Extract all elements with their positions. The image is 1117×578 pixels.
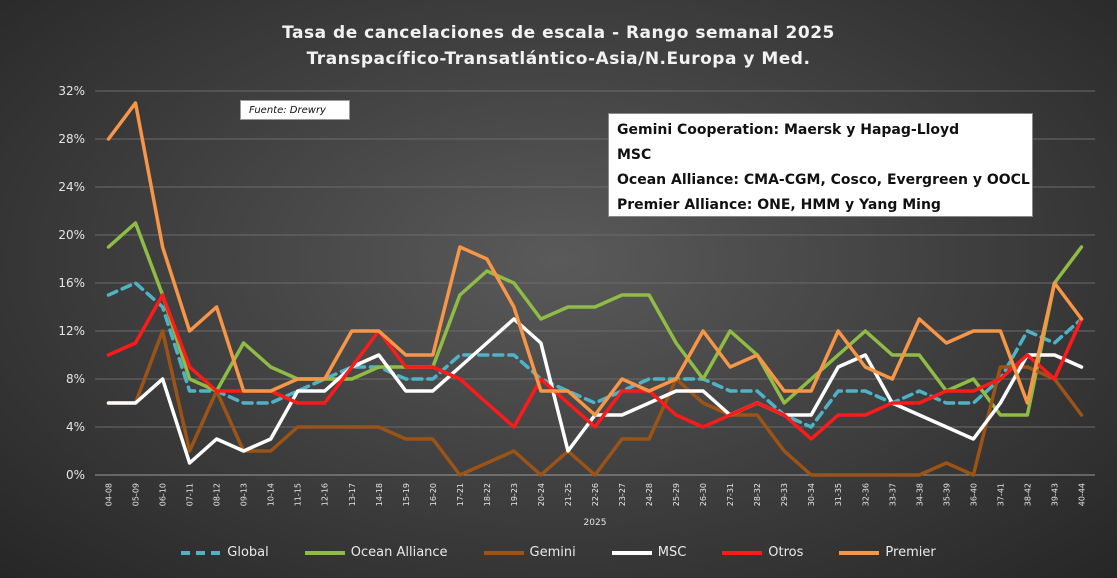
x-tick-label: 07-11 xyxy=(186,483,195,506)
chart-legend: Global Ocean Alliance Gemini MSC Otros Premie… xyxy=(0,545,1117,560)
legend-swatch xyxy=(722,550,763,555)
x-tick-label: 37-41 xyxy=(996,483,1005,506)
x-tick-label: 29-33 xyxy=(780,483,789,506)
chart-title: Tasa de cancelaciones de escala - Rango … xyxy=(0,20,1117,72)
alliance-info-box: Gemini Cooperation: Maersk y Hapag-Lloyd… xyxy=(608,113,1033,217)
x-tick-label: 21-25 xyxy=(564,483,573,506)
legend-item-gemini: Gemini xyxy=(483,545,576,560)
legend-swatch xyxy=(483,550,524,555)
x-tick-label: 17-21 xyxy=(456,483,465,506)
legend-label: Gemini xyxy=(529,545,576,560)
alliance-line-gemini: Gemini Cooperation: Maersk y Hapag-Lloyd xyxy=(617,122,960,138)
x-tick-label: 25-29 xyxy=(672,483,681,506)
x-tick-label: 20-24 xyxy=(537,483,546,506)
y-tick-label: 16% xyxy=(58,276,85,290)
x-tick-label: 14-18 xyxy=(375,483,384,506)
x-tick-label: 27-31 xyxy=(726,483,735,506)
legend-label: Global xyxy=(227,545,269,560)
legend-label: Otros xyxy=(768,545,804,560)
x-tick-label: 19-23 xyxy=(510,483,519,506)
legend-swatch xyxy=(839,550,880,555)
y-axis-ticks: 0% 4% 8% 12% 16% 20% 24% 28% 32% xyxy=(58,84,85,482)
series-lines xyxy=(106,101,1084,477)
series-line-global xyxy=(106,281,1084,429)
x-tick-label: 10-14 xyxy=(267,483,276,506)
x-tick-label: 22-26 xyxy=(591,483,600,506)
y-tick-label: 12% xyxy=(58,324,85,338)
series-line-ocean-alliance xyxy=(106,221,1084,417)
chart-title-line-1: Tasa de cancelaciones de escala - Rango … xyxy=(282,23,835,43)
y-tick-label: 24% xyxy=(58,180,85,194)
x-tick-label: 11-15 xyxy=(294,483,303,506)
chart-title-line-2: Transpacífico-Transatlántico-Asia/N.Euro… xyxy=(306,49,811,69)
x-tick-label: 04-08 xyxy=(105,483,114,506)
x-tick-label: 30-34 xyxy=(807,483,816,506)
x-tick-label: 05-09 xyxy=(132,483,141,506)
alliance-line-ocean: Ocean Alliance: CMA-CGM, Cosco, Evergree… xyxy=(617,172,1030,188)
x-tick-label: 26-30 xyxy=(699,483,708,506)
alliance-line-msc: MSC xyxy=(617,147,652,163)
x-tick-label: 34-38 xyxy=(915,483,924,506)
x-tick-label: 23-27 xyxy=(618,483,627,506)
x-tick-label: 32-36 xyxy=(861,483,870,506)
x-tick-label: 06-10 xyxy=(159,483,168,506)
legend-label: MSC xyxy=(657,545,687,560)
x-tick-label: 08-12 xyxy=(213,483,222,506)
x-tick-label: 09-13 xyxy=(240,483,249,506)
x-tick-label: 24-28 xyxy=(645,483,654,506)
x-tick-label: 38-42 xyxy=(1023,483,1032,506)
x-tick-label: 33-37 xyxy=(888,483,897,506)
legend-swatch xyxy=(181,550,222,555)
x-tick-label: 28-32 xyxy=(753,483,762,506)
x-tick-label: 36-40 xyxy=(969,483,978,506)
x-tick-label: 39-43 xyxy=(1050,483,1059,506)
x-axis-label: 2025 xyxy=(584,518,607,528)
legend-item-otros: Otros xyxy=(722,545,803,560)
y-tick-label: 4% xyxy=(66,420,85,434)
y-tick-label: 32% xyxy=(58,84,85,98)
series-line-gemini xyxy=(106,329,1084,477)
legend-item-ocean-alliance: Ocean Alliance xyxy=(304,545,448,560)
y-tick-label: 28% xyxy=(58,132,85,146)
y-tick-label: 8% xyxy=(66,372,85,386)
legend-swatch xyxy=(611,550,652,555)
legend-label: Premier xyxy=(885,545,936,560)
series-line-premier xyxy=(106,101,1084,417)
legend-label: Ocean Alliance xyxy=(350,545,448,560)
legend-item-premier: Premier xyxy=(839,545,936,560)
x-tick-label: 18-22 xyxy=(483,483,492,506)
y-tick-label: 20% xyxy=(58,228,85,242)
x-tick-label: 31-35 xyxy=(834,483,843,506)
x-tick-label: 35-39 xyxy=(942,483,951,506)
legend-item-msc: MSC xyxy=(611,545,687,560)
source-note: Fuente: Drewry xyxy=(240,100,350,120)
alliance-line-premier: Premier Alliance: ONE, HMM y Yang Ming xyxy=(617,197,941,213)
x-tick-label: 12-16 xyxy=(321,483,330,506)
x-tick-label: 40-44 xyxy=(1077,483,1086,506)
legend-item-global: Global xyxy=(181,545,269,560)
x-axis-ticks: 04-08 05-09 06-10 07-11 08-12 09-13 10-14 11-15… xyxy=(105,483,1087,506)
y-tick-label: 0% xyxy=(66,468,85,482)
x-tick-label: 16-20 xyxy=(429,483,438,506)
legend-swatch xyxy=(304,550,345,555)
x-tick-label: 15-19 xyxy=(402,483,411,506)
x-tick-label: 13-17 xyxy=(348,483,357,506)
